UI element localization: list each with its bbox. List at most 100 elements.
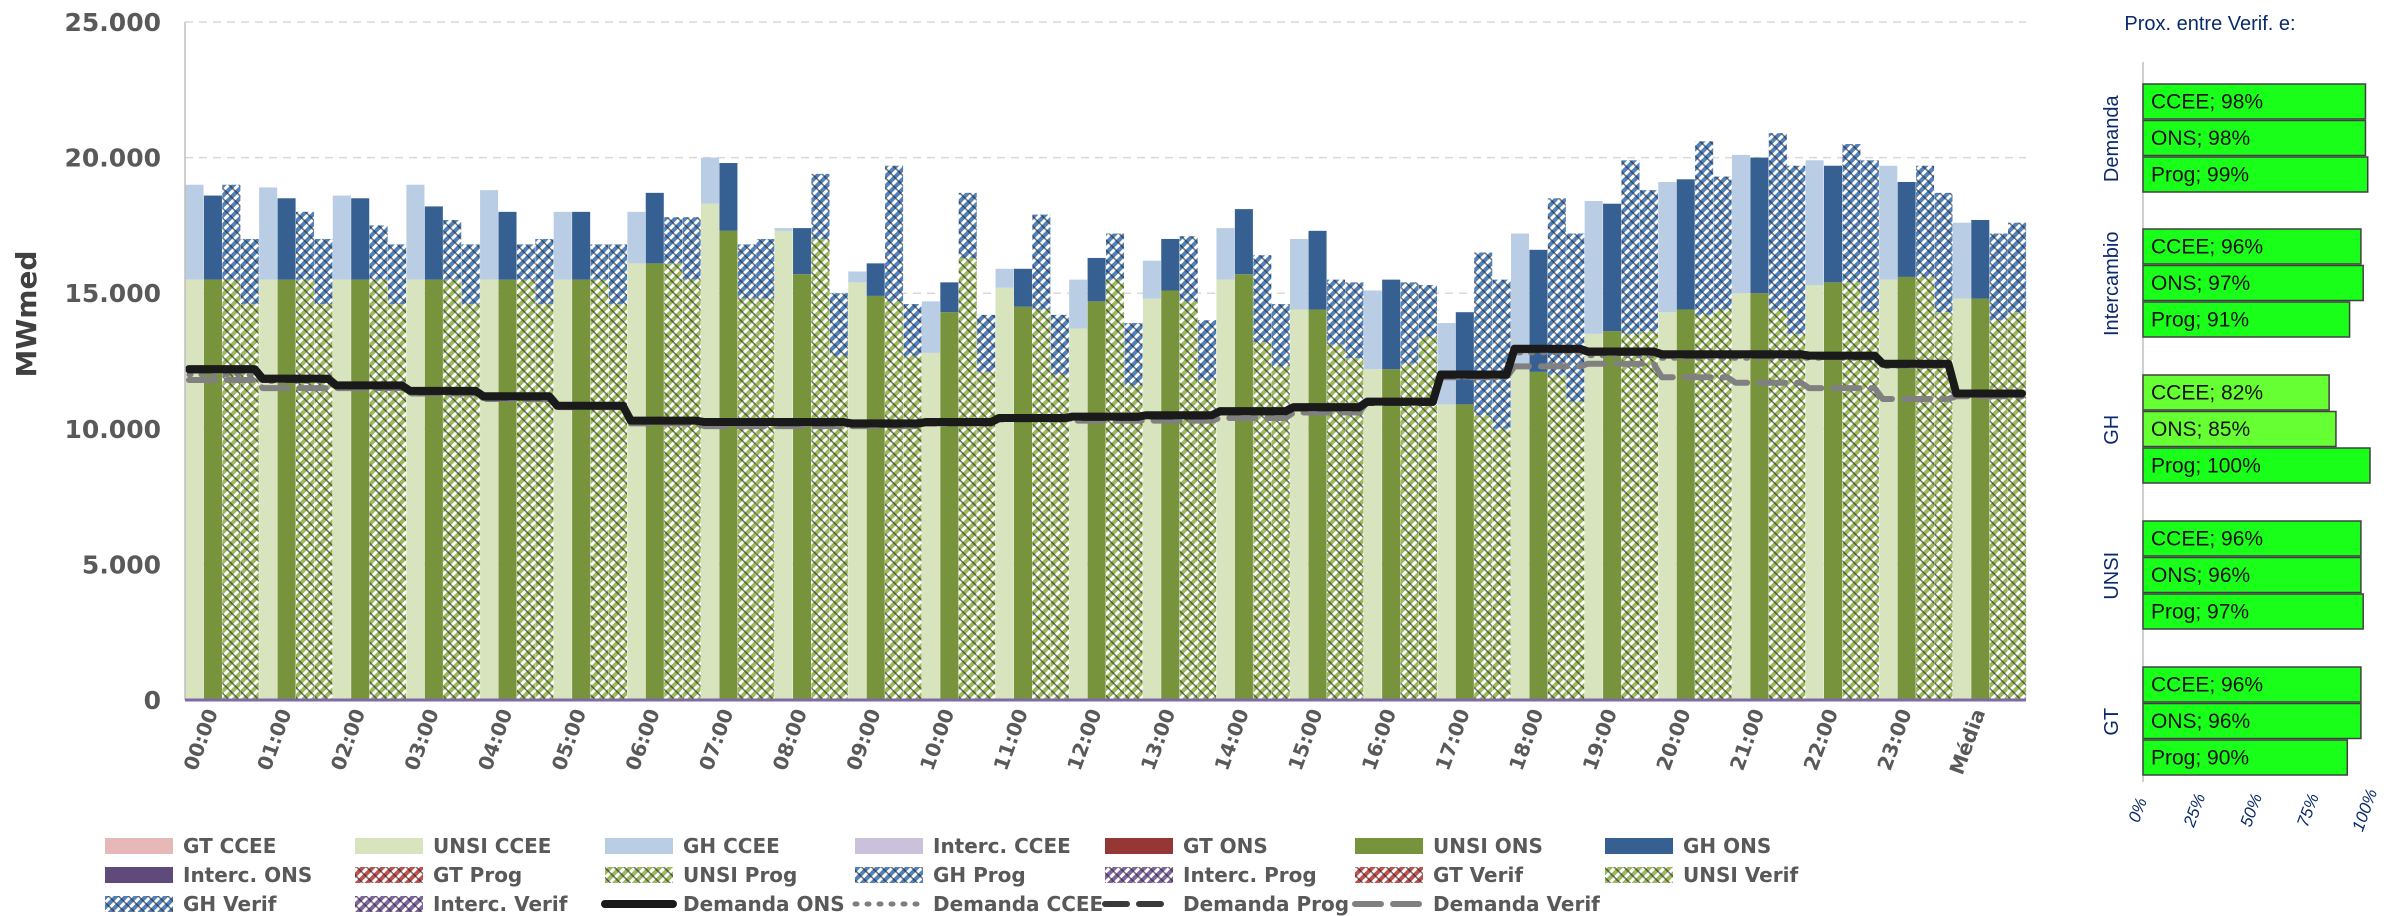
x-tick-label: 12:00 <box>1062 706 1106 774</box>
bar-unsi-prog <box>1621 333 1640 700</box>
legend-item-gt-ons: GT ONS <box>1105 834 1268 858</box>
bar-unsi-ons <box>1750 293 1769 700</box>
bar-unsi-ccee <box>700 203 720 701</box>
bar-gh-verif <box>682 217 701 280</box>
bar-unsi-prog <box>1695 314 1714 700</box>
bar-gh-ons <box>866 263 885 296</box>
bar-gh-verif <box>2008 222 2027 313</box>
bar-unsi-ons <box>645 263 664 700</box>
legend-label: Demanda CCEE <box>933 892 1103 916</box>
legend-swatch <box>1605 838 1673 854</box>
bar-unsi-prog <box>1547 374 1566 700</box>
proximity-bar <box>2142 374 2330 411</box>
bar-unsi-verif <box>461 304 480 700</box>
bar-unsi-verif <box>1050 374 1069 700</box>
bar-gh-verif <box>1787 165 1806 334</box>
bar-unsi-prog <box>1106 279 1125 700</box>
proximity-bar-label: CCEE; 98% <box>2151 91 2263 114</box>
x-tick-label: 14:00 <box>1209 706 1253 774</box>
proximity-bar <box>2142 156 2369 193</box>
proximity-bar <box>2142 520 2362 557</box>
proximity-bar <box>2142 410 2337 448</box>
bar-gh-verif <box>1124 323 1143 386</box>
legend-swatch <box>1355 867 1423 883</box>
legend-label: GH ONS <box>1683 834 1771 858</box>
bar-unsi-ccee <box>332 279 351 700</box>
bar-gh-prog <box>590 244 609 280</box>
bar-unsi-ccee <box>921 352 940 700</box>
bar-unsi-ccee <box>259 279 278 700</box>
proximity-bar <box>2142 301 2351 338</box>
bar-gh-ons <box>1382 279 1401 370</box>
bar-gh-ons <box>1750 157 1769 294</box>
y-axis-label: MWmed <box>10 251 43 378</box>
bar-gh-verif <box>1860 160 1879 313</box>
x-tick-label: 11:00 <box>989 706 1033 774</box>
bar-gh-prog <box>885 165 904 302</box>
legend-swatch <box>605 838 673 854</box>
proximity-x-tick: 75% <box>2293 791 2322 829</box>
bar-gh-verif <box>240 238 259 305</box>
bar-gh-ccee <box>700 157 720 204</box>
line-layer <box>185 344 2026 430</box>
bar-gh-prog <box>1179 236 1198 302</box>
bar-gh-verif <box>756 238 775 299</box>
bar-unsi-verif <box>1787 333 1806 700</box>
bar-unsi-verif <box>608 304 627 700</box>
bar-gh-ccee <box>553 211 572 280</box>
bar-gh-prog <box>222 184 241 280</box>
legend: GT CCEE UNSI CCEE GH CCEE Interc. CCEE GT ON… <box>105 834 1798 916</box>
bar-unsi-verif <box>1492 428 1511 700</box>
bar-unsi-prog <box>737 298 756 700</box>
bar-unsi-prog <box>590 279 609 700</box>
bar-unsi-ons <box>1087 301 1106 700</box>
bar-gh-ccee <box>1879 165 1898 280</box>
bar-gh-prog <box>516 244 535 280</box>
bar-unsi-prog <box>1768 309 1787 700</box>
bar-gh-prog <box>1547 198 1566 375</box>
bar-unsi-ccee <box>627 263 646 700</box>
legend-label: UNSI Prog <box>683 863 797 887</box>
bar-layer <box>185 133 2027 701</box>
bar-gh-prog <box>1916 165 1935 277</box>
legend-swatch <box>1105 838 1173 854</box>
bar-gh-ons <box>1676 179 1695 310</box>
bar-gh-verif <box>1492 279 1511 429</box>
proximity-bar <box>2142 264 2364 302</box>
bar-gh-ccee <box>406 184 425 280</box>
bar-gh-ccee <box>1805 160 1824 286</box>
bar-unsi-ons <box>719 230 738 700</box>
legend-label: GH CCEE <box>683 834 780 858</box>
legend-label: UNSI ONS <box>1433 834 1543 858</box>
proximity-bar-label: CCEE; 96% <box>2151 236 2263 259</box>
legend-item-gh-verif: GH Verif <box>105 892 277 916</box>
bar-gh-ons <box>498 211 517 280</box>
bar-gh-ons <box>1234 209 1253 275</box>
legend-label: GT ONS <box>1183 834 1268 858</box>
proximity-bar <box>2142 702 2362 740</box>
x-tick-label: 17:00 <box>1430 706 1474 774</box>
bar-unsi-ons <box>1013 306 1032 700</box>
bar-gh-ccee <box>1142 260 1161 299</box>
proximity-bar <box>2142 119 2367 157</box>
x-tick-label: 13:00 <box>1136 706 1180 774</box>
legend-item-unsi-ons: UNSI ONS <box>1355 834 1543 858</box>
bar-unsi-ons <box>793 274 812 700</box>
legend-item-interc-ons: Interc. ONS <box>105 863 312 887</box>
legend-item-unsi-ccee: UNSI CCEE <box>355 834 551 858</box>
line-demanda-ons <box>185 344 2026 428</box>
proximity-bar <box>2142 739 2349 776</box>
x-tick-label: 02:00 <box>326 706 370 774</box>
proximity-bar <box>2142 447 2371 484</box>
legend-label: GT Prog <box>433 863 522 887</box>
legend-label: Interc. ONS <box>183 863 312 887</box>
legend-swatch <box>355 838 423 854</box>
x-tick-label: 10:00 <box>915 706 959 774</box>
bar-unsi-prog <box>295 279 315 700</box>
bar-unsi-verif <box>1566 401 1585 700</box>
bar-gh-ons <box>572 211 591 280</box>
bar-unsi-ccee <box>1511 369 1530 700</box>
legend-swatch <box>855 867 923 883</box>
bar-unsi-verif <box>1713 309 1732 700</box>
legend-item-demanda-verif: Demanda Verif <box>1352 892 1600 916</box>
